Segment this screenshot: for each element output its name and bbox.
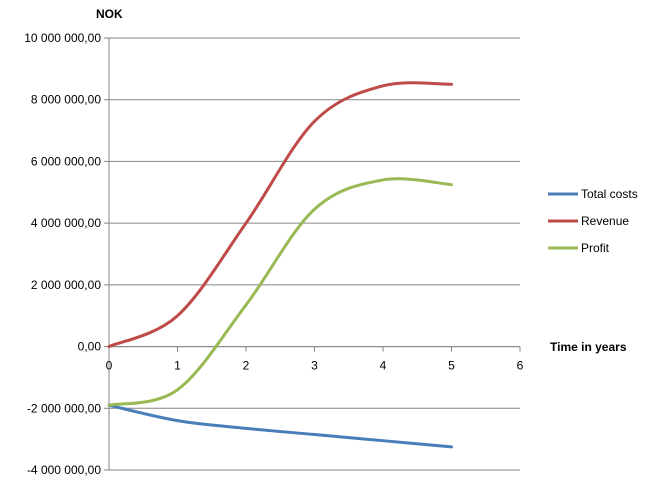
y-tick-label: -2 000 000,00 <box>27 401 101 415</box>
y-tick-label: 10 000 000,00 <box>24 31 101 45</box>
axes <box>104 37 521 471</box>
y-tick-label: -4 000 000,00 <box>27 463 101 477</box>
x-tick-label: 4 <box>380 359 387 373</box>
legend-label-profit: Profit <box>581 241 610 255</box>
y-tick-label: 8 000 000,00 <box>31 93 101 107</box>
x-tick-label: 5 <box>448 359 455 373</box>
series-line-revenue <box>107 81 453 349</box>
legend-label-total-costs: Total costs <box>581 187 638 201</box>
y-tick-label: 4 000 000,00 <box>31 216 101 230</box>
y-tick-label: 0,00 <box>78 340 102 354</box>
gridlines <box>109 37 520 471</box>
series-line-total-costs <box>107 403 453 449</box>
x-tick-label: 1 <box>174 359 181 373</box>
y-tick-label: 2 000 000,00 <box>31 278 101 292</box>
tick-labels: -4 000 000,00 -2 000 000,00 0,00 2 000 000,… <box>24 31 523 477</box>
x-axis-title: Time in years <box>550 340 627 354</box>
x-tick-label: 6 <box>517 359 524 373</box>
x-tick-label: 0 <box>106 359 113 373</box>
legend: Total costs Revenue Profit <box>548 187 638 255</box>
y-tick-label: 6 000 000,00 <box>31 154 101 168</box>
legend-label-revenue: Revenue <box>581 214 629 228</box>
y-axis-title: NOK <box>96 7 123 21</box>
series-lines <box>107 81 453 449</box>
series-line-profit <box>107 177 453 407</box>
x-tick-label: 2 <box>243 359 250 373</box>
x-tick-label: 3 <box>311 359 318 373</box>
